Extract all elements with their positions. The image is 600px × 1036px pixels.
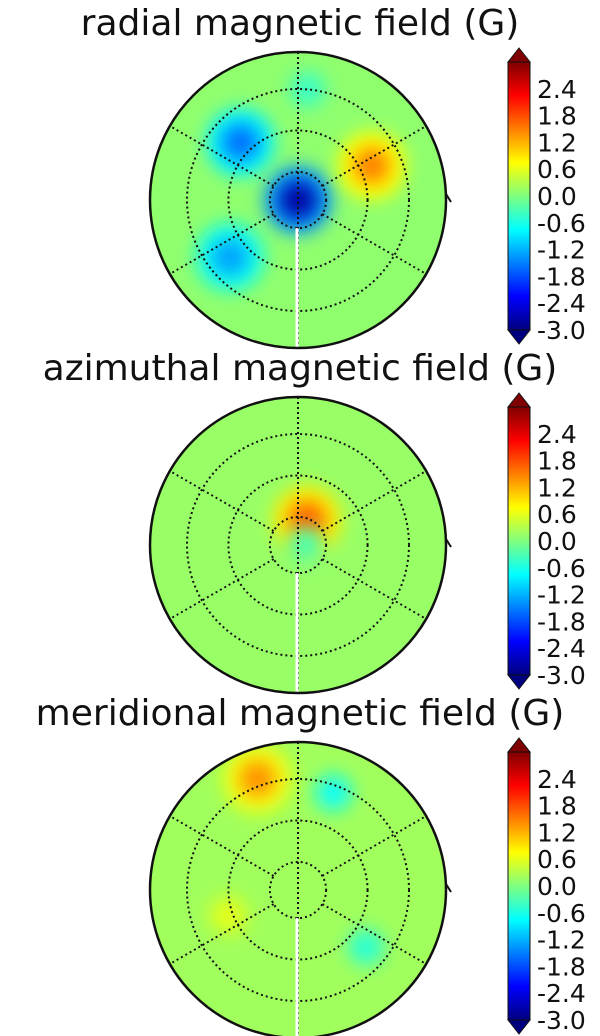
colorbar-tick-label: -3.0 bbox=[537, 316, 586, 345]
colorbar-tick-label: -3.0 bbox=[537, 661, 586, 690]
colorbar-tick-label: 1.8 bbox=[537, 447, 577, 476]
chart-title: azimuthal magnetic field (G) bbox=[42, 348, 558, 389]
colorbar-tick-label: -1.2 bbox=[537, 581, 586, 610]
field-feature bbox=[222, 124, 259, 161]
field-feature bbox=[211, 239, 248, 276]
grid-ring bbox=[268, 515, 328, 575]
polar-plot-meridional: 2.41.81.20.60.0-0.6-1.2-1.8-2.4-3.0 bbox=[148, 737, 586, 1036]
colorbar-tick-label: 0.0 bbox=[537, 182, 577, 211]
panel-meridional: meridional magnetic field (G) 2.4 1.8 1.2 0… bbox=[0, 690, 600, 1036]
colorbar-tick-label: -1.8 bbox=[537, 952, 586, 981]
axis-tick-mark bbox=[445, 538, 452, 548]
colorbar-tick-label: 1.8 bbox=[537, 102, 577, 131]
colorbar bbox=[507, 406, 531, 676]
colorbar-tick-label: 1.8 bbox=[537, 792, 577, 821]
colorbar-tick-label: -3.0 bbox=[537, 1006, 586, 1035]
colorbar-tick-label: -1.8 bbox=[537, 262, 586, 291]
grid-ring bbox=[186, 778, 410, 1002]
grid-ring bbox=[268, 860, 328, 920]
grid-ring bbox=[268, 170, 328, 230]
field-feature bbox=[280, 182, 316, 218]
colorbar bbox=[507, 751, 531, 1021]
field-feature bbox=[210, 897, 247, 934]
colorbar-tick-label: 0.6 bbox=[537, 845, 577, 874]
colorbar-tick-label: -2.4 bbox=[537, 634, 586, 663]
chart-title: meridional magnetic field (G) bbox=[35, 693, 565, 734]
polar-plot-azimuthal: 2.41.81.20.60.0-0.6-1.2-1.8-2.4-3.0 bbox=[148, 392, 586, 695]
axis-tick-mark bbox=[445, 883, 452, 893]
colorbar-tick-label: -2.4 bbox=[537, 979, 586, 1008]
grid-ring bbox=[186, 433, 410, 657]
grid-ring bbox=[227, 819, 369, 961]
field-feature bbox=[315, 774, 352, 811]
colorbar-tick-label: 1.2 bbox=[537, 818, 577, 847]
polar-outline bbox=[148, 50, 448, 350]
colorbar-tick-label: -2.4 bbox=[537, 289, 586, 318]
colorbar-extend-top bbox=[506, 737, 532, 753]
field-feature bbox=[287, 527, 324, 563]
colorbar-tick-label: 2.4 bbox=[537, 765, 577, 794]
colorbar-extend-top bbox=[506, 392, 532, 408]
polar-outline bbox=[148, 395, 448, 695]
field-feature bbox=[239, 760, 276, 797]
colorbar-tick-label: -0.6 bbox=[537, 209, 586, 238]
colorbar-tick-label: -1.2 bbox=[537, 926, 586, 955]
colorbar-tick-label: -0.6 bbox=[537, 899, 586, 928]
colorbar-tick-label: -1.8 bbox=[537, 607, 586, 636]
field-feature bbox=[348, 929, 385, 966]
colorbar-tick-label: 1.2 bbox=[537, 473, 577, 502]
colorbar-extend-bottom bbox=[506, 329, 532, 345]
colorbar-tick-label: 0.6 bbox=[537, 500, 577, 529]
colorbar-extend-bottom bbox=[506, 1019, 532, 1035]
colorbar bbox=[507, 61, 531, 331]
colorbar-tick-label: 0.0 bbox=[537, 527, 577, 556]
polar-plot-radial: 2.41.81.20.60.0-0.6-1.2-1.8-2.4-3.0 bbox=[148, 47, 586, 350]
colorbar-tick-label: 1.2 bbox=[537, 128, 577, 157]
colorbar-extend-bottom bbox=[506, 674, 532, 690]
axis-tick-mark bbox=[445, 193, 452, 203]
colorbar-extend-top bbox=[506, 47, 532, 63]
field-feature bbox=[289, 71, 326, 108]
grid-ring bbox=[227, 129, 369, 271]
chart-title: radial magnetic field (G) bbox=[80, 3, 520, 44]
grid-ring bbox=[186, 88, 410, 312]
field-features bbox=[273, 485, 342, 563]
grid-ring bbox=[227, 474, 369, 616]
polar-outline bbox=[148, 740, 448, 1036]
colorbar-tick-label: 2.4 bbox=[537, 420, 577, 449]
colorbar-tick-label: 0.0 bbox=[537, 872, 577, 901]
colorbar-tick-label: -0.6 bbox=[537, 554, 586, 583]
colorbar-tick-label: 0.6 bbox=[537, 155, 577, 184]
panel-radial: radial magnetic field (G) 2.4 1.8 1.2 0.6 0.… bbox=[0, 0, 600, 350]
colorbar-tick-label: -1.2 bbox=[537, 236, 586, 265]
panel-azimuthal: azimuthal magnetic field (G) 2.4 1.8 1.2 0.… bbox=[0, 345, 600, 695]
colorbar-tick-label: 2.4 bbox=[537, 75, 577, 104]
